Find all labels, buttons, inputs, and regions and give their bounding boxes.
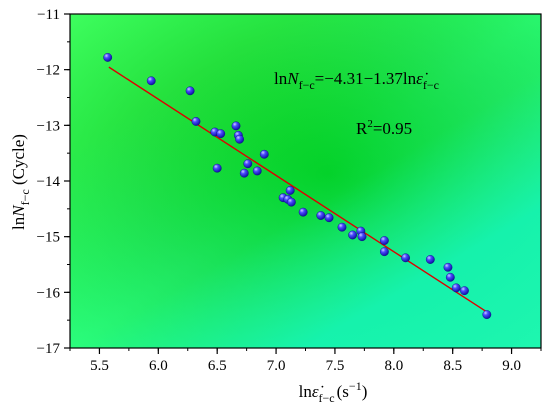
eq-lhs-symbol: N xyxy=(286,69,300,88)
y-tick-label: −11 xyxy=(37,7,60,23)
y-title-prefix: ln xyxy=(9,216,28,230)
x-title-unit: (s xyxy=(337,382,349,401)
data-point xyxy=(285,186,295,195)
x-title-unit-close: ) xyxy=(362,382,368,401)
data-point xyxy=(216,129,226,139)
data-point xyxy=(348,230,357,240)
data-point xyxy=(401,253,410,263)
regression-line xyxy=(108,66,489,314)
x-tick-label: 6.0 xyxy=(149,358,168,374)
data-point xyxy=(337,222,347,232)
plot-background-cyan xyxy=(70,14,541,348)
data-point xyxy=(191,117,201,126)
y-axis-title: lnNf−c (Cycle) xyxy=(9,134,32,230)
data-point xyxy=(235,134,244,144)
data-point xyxy=(103,53,113,62)
data-point xyxy=(243,159,253,169)
data-point xyxy=(324,213,334,223)
x-title-unit-sup: −1 xyxy=(349,379,362,393)
data-point xyxy=(239,168,249,178)
plot-area xyxy=(70,14,541,348)
y-tick-label: −12 xyxy=(37,63,60,79)
eq-rhs-symbol: ε̇ xyxy=(416,69,428,88)
y-tick-label: −13 xyxy=(37,118,60,134)
r-squared-annotation: R2=0.95 xyxy=(356,118,412,138)
x-tick-label: 7.5 xyxy=(326,358,345,374)
eq-rhs-sub: f−c xyxy=(423,78,439,92)
data-points xyxy=(103,53,492,319)
data-point xyxy=(460,286,469,296)
y-title-sub: f−c xyxy=(18,189,32,205)
r2-label: R xyxy=(356,119,368,138)
x-tick-label: 8.5 xyxy=(443,358,462,374)
x-title-symbol: ε̇ xyxy=(312,382,324,401)
data-point xyxy=(443,262,453,272)
r2-sup: 2 xyxy=(367,118,373,130)
eq-rhs: =−4.31−1.37ln xyxy=(315,69,417,88)
x-title-prefix: ln xyxy=(299,382,313,401)
data-point xyxy=(252,166,262,176)
y-tick-label: −15 xyxy=(37,230,60,246)
fit-line-layer xyxy=(108,66,489,314)
x-axis-title: lnε̇f−c (s−1) xyxy=(299,379,368,405)
x-tick-label: 8.0 xyxy=(384,358,403,374)
data-point xyxy=(482,310,492,319)
y-tick-label: −17 xyxy=(37,341,61,357)
data-point xyxy=(298,207,308,217)
x-tick-label: 6.5 xyxy=(208,358,227,374)
data-point xyxy=(445,272,455,282)
eq-lhs-sub: f−c xyxy=(299,78,315,92)
data-point xyxy=(185,86,195,96)
data-point xyxy=(316,211,326,220)
data-point xyxy=(259,149,269,159)
x-tick-label: 7.0 xyxy=(267,358,286,374)
data-point xyxy=(379,247,389,257)
data-point xyxy=(231,121,241,131)
regression-equation: lnNf−c=−4.31−1.37lnε̇f−c xyxy=(274,69,439,92)
x-tick-label: 9.0 xyxy=(502,358,521,374)
x-tick-label: 5.5 xyxy=(90,358,109,374)
x-axis-ticks: 5.5 6.0 6.5 7.0 7.5 8.0 8.5 9.0 xyxy=(69,13,542,374)
y-title-unit: (Cycle) xyxy=(9,134,28,189)
y-tick-label: −16 xyxy=(37,285,61,301)
data-point xyxy=(379,236,389,245)
y-title-symbol: N xyxy=(9,204,28,218)
y-axis-ticks: −11 −12 −13 −14 −15 −16 −17 xyxy=(37,7,70,357)
x-title-sub: f−c xyxy=(319,391,335,405)
data-point xyxy=(357,232,367,242)
data-point xyxy=(146,76,156,86)
data-point xyxy=(425,255,435,264)
eq-lhs-prefix: ln xyxy=(274,69,288,88)
r2-value: =0.95 xyxy=(373,119,412,138)
y-tick-label: −14 xyxy=(37,174,61,190)
data-point xyxy=(212,163,222,173)
data-point xyxy=(451,283,461,293)
data-point xyxy=(286,197,296,207)
